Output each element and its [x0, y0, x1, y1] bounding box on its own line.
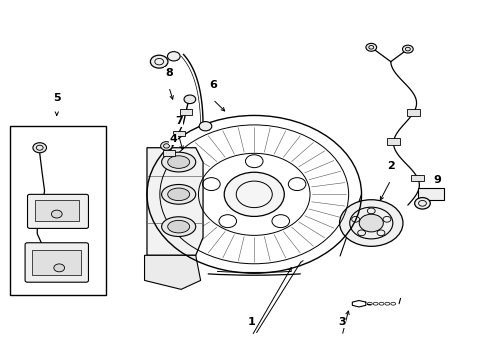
- Text: 6: 6: [208, 80, 216, 90]
- Text: 2: 2: [386, 161, 394, 171]
- Bar: [32, 250, 81, 275]
- Bar: [407, 109, 419, 116]
- Bar: [172, 131, 184, 136]
- Ellipse shape: [167, 188, 189, 201]
- Circle shape: [365, 43, 376, 51]
- Circle shape: [339, 200, 402, 246]
- Bar: [35, 201, 79, 221]
- Text: 4: 4: [169, 134, 177, 144]
- Bar: [410, 175, 423, 181]
- Circle shape: [167, 51, 180, 61]
- Text: 8: 8: [165, 68, 172, 78]
- Ellipse shape: [161, 217, 195, 237]
- Circle shape: [54, 264, 64, 272]
- Text: 5: 5: [53, 93, 61, 103]
- Circle shape: [150, 55, 167, 68]
- Bar: [163, 150, 174, 156]
- Circle shape: [39, 253, 50, 261]
- Circle shape: [402, 45, 412, 53]
- Polygon shape: [147, 148, 203, 255]
- Circle shape: [414, 198, 429, 209]
- Circle shape: [199, 122, 211, 131]
- Polygon shape: [144, 255, 200, 289]
- Ellipse shape: [161, 184, 195, 204]
- Text: 1: 1: [247, 317, 255, 327]
- Circle shape: [51, 210, 62, 218]
- Circle shape: [33, 143, 46, 153]
- Ellipse shape: [167, 156, 189, 168]
- FancyBboxPatch shape: [25, 243, 88, 282]
- Bar: [386, 138, 399, 145]
- Text: 3: 3: [338, 317, 345, 327]
- Circle shape: [359, 214, 383, 232]
- Text: 7: 7: [174, 116, 182, 126]
- Ellipse shape: [167, 220, 189, 233]
- Bar: [10, 126, 105, 295]
- Bar: [417, 188, 444, 200]
- Bar: [180, 109, 191, 115]
- Ellipse shape: [161, 152, 195, 172]
- FancyBboxPatch shape: [27, 194, 88, 228]
- Circle shape: [183, 95, 195, 104]
- Text: 9: 9: [432, 175, 440, 185]
- Circle shape: [224, 172, 284, 216]
- Circle shape: [160, 141, 172, 150]
